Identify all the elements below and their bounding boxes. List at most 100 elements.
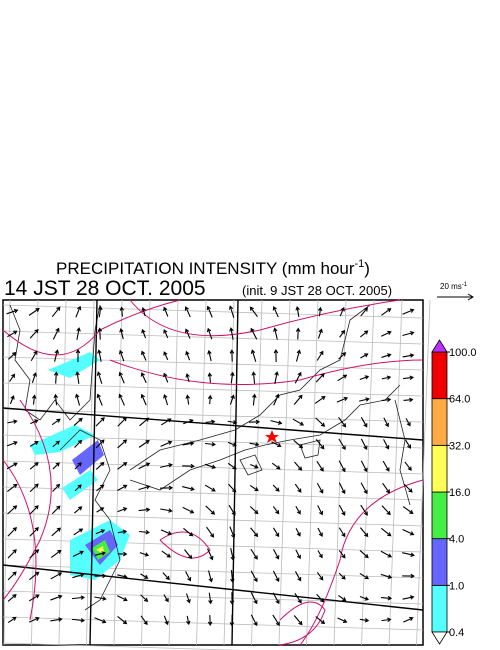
wind-arrow [382,460,390,472]
wind-arrow [140,372,147,384]
wind-arrow [30,419,39,425]
wind-arrow [292,418,305,426]
wind-arrow [28,308,40,316]
wind-arrow [251,371,256,384]
wind-arrow [72,572,85,579]
wind-arrow [97,349,102,362]
wind-arrow [359,572,370,580]
grid-line [196,299,207,646]
wind-arrow [204,463,217,469]
wind-arrow [294,371,302,384]
wind-arrow [315,417,326,427]
wind-arrow [160,463,173,468]
wind-arrow [206,526,215,538]
wind-arrow [94,573,107,579]
wind-arrow [273,327,278,340]
wind-arrow [96,507,105,513]
pressure-contours [2,299,424,646]
wind-arrow [7,330,18,338]
location-star [265,430,279,443]
wind-arrow [117,615,128,625]
wind-arrow [293,615,303,626]
wind-arrow [163,615,169,626]
wind-arrow [402,573,415,579]
wind-arrow [119,306,125,317]
wind-arrow [53,371,59,384]
wind-arrow [316,593,325,603]
wind-arrow [119,328,124,340]
wind-arrow [315,439,325,450]
grid-line [2,486,424,501]
wind-arrow [250,570,258,583]
wind-arrow [250,614,258,627]
wind-arrow [6,483,18,492]
wind-arrow [317,505,324,516]
wind-arrow [117,551,128,557]
wind-arrow [380,550,393,558]
wind-arrow [139,552,150,557]
wind-arrow [316,571,324,581]
wind-arrow [338,572,346,580]
wind-arrow [94,551,106,556]
wind-arrow [185,350,191,361]
wind-arrow [51,527,62,537]
wind-arrow [228,483,237,493]
valid-time: 14 JST 28 OCT. 2005 [4,277,206,300]
wind-arrow [28,594,40,602]
wind-arrow [162,572,170,581]
wind-arrow [402,353,415,358]
wind-arrow [75,305,82,318]
wind-arrow [294,571,302,582]
wind-arrow [380,595,393,601]
wind-arrow [6,462,18,470]
wind-arrow [270,420,283,425]
wind-arrow [249,506,259,515]
wind-arrow [73,417,83,426]
wind-arrow [381,330,392,337]
wind-arrow [295,527,301,537]
wind-arrow [293,439,304,449]
wind-arrow [9,373,16,382]
wind-arrow [316,350,324,361]
wind-arrow [29,483,39,493]
wind-arrow [7,616,17,624]
wind-arrow [402,331,415,337]
wind-arrow [184,549,193,560]
grid-line [2,590,424,605]
wind-arrow [229,614,235,627]
wind-arrow [117,462,128,470]
colorbar-label: 4.0 [449,534,464,546]
wind-arrow [138,507,151,512]
wind-arrow [402,308,415,315]
colorbar-label: 100.0 [449,347,477,359]
colorbar-label: 1.0 [449,580,464,592]
wind-arrow [228,504,236,516]
wind-arrow [405,418,411,427]
wind-arrow [403,375,414,380]
wind-arrow [53,393,59,406]
wind-arrow [338,417,347,428]
wind-arrow [229,349,235,362]
wind-arrow [317,550,323,559]
wind-arrow [96,371,103,384]
wind-arrow [249,442,260,447]
wind-arrow [117,574,128,579]
wind-arrow [6,440,18,447]
wind-arrow [250,548,258,560]
title: PRECIPITATION INTENSITY (mm hour-1) [56,258,370,278]
wind-arrow [94,596,107,601]
wind-arrow [207,372,213,383]
wind-arrow [7,419,18,424]
colorbar: 0.4 1.0 4.0 16.0 32.0 64.0 100.0 [431,339,477,645]
wind-arrow [229,592,235,605]
wind-arrow [96,393,103,406]
wind-arrow [360,330,369,338]
wind-arrow [402,506,414,514]
wind-arrow [140,573,149,579]
wind-arrow [138,440,150,448]
wind-arrow [182,441,195,446]
wind-arrow [316,482,324,494]
wind-arrow [138,462,151,470]
wind-arrow [29,462,39,470]
